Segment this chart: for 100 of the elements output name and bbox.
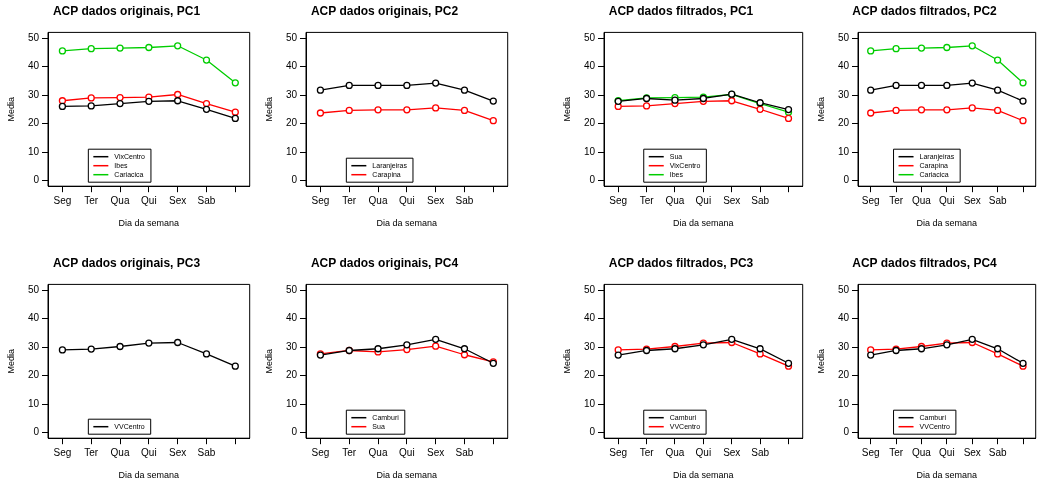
chart-title: ACP dados originais, PC2 <box>310 3 459 18</box>
x-tick-label: Ter <box>84 446 99 458</box>
y-tick-label: 20 <box>583 117 596 129</box>
y-axis-title: Media <box>5 349 16 374</box>
x-tick-label: Sab <box>455 194 474 206</box>
y-tick-label: 30 <box>583 340 596 352</box>
chart-title: ACP dados filtrados, PC4 <box>852 255 998 270</box>
x-tick-label: Seg <box>311 194 330 206</box>
y-axis-title: Media <box>815 349 826 374</box>
x-tick-label: Seg <box>311 446 330 458</box>
x-tick-label: Sab <box>197 446 216 458</box>
x-axis-title: Dia da semana <box>118 470 180 481</box>
y-tick-label: 40 <box>285 312 298 324</box>
x-tick-label: Qua <box>110 446 130 458</box>
y-tick-label: 0 <box>33 174 40 186</box>
chart-title: ACP dados filtrados, PC2 <box>852 3 998 18</box>
y-tick-label: 10 <box>583 145 596 157</box>
y-tick-label: 10 <box>27 397 40 409</box>
y-tick-label: 10 <box>837 145 850 157</box>
x-tick-label: Sex <box>427 194 445 206</box>
y-tick-label: 50 <box>27 31 40 43</box>
x-tick-label: Sab <box>751 446 770 458</box>
y-tick-label: 40 <box>837 60 850 72</box>
y-tick-label: 40 <box>837 312 850 324</box>
y-tick-label: 20 <box>285 369 298 381</box>
y-axis-title: Media <box>561 349 572 374</box>
chart-title: ACP dados originais, PC1 <box>52 3 201 18</box>
x-tick-label: Qua <box>368 194 388 206</box>
x-tick-label: Seg <box>609 446 628 458</box>
y-tick-label: 40 <box>583 312 596 324</box>
y-tick-label: 0 <box>291 426 298 438</box>
x-tick-label: Qui <box>141 194 157 206</box>
x-tick-label: Sab <box>988 446 1007 458</box>
y-tick-label: 10 <box>285 397 298 409</box>
x-tick-label: Seg <box>53 446 72 458</box>
x-axis-title: Dia da semana <box>673 218 734 229</box>
x-tick-label: Qua <box>110 194 130 206</box>
x-axis-title: Dia da semana <box>376 218 438 229</box>
y-tick-label: 30 <box>285 340 298 352</box>
chart-title: ACP dados filtrados, PC3 <box>608 255 754 270</box>
y-tick-label: 0 <box>589 174 596 186</box>
x-tick-label: Seg <box>861 446 880 458</box>
x-tick-label: Ter <box>84 194 99 206</box>
y-tick-label: 50 <box>583 31 596 43</box>
x-axis-title: Dia da semana <box>376 470 438 481</box>
y-tick-label: 50 <box>27 283 40 295</box>
x-tick-label: Sab <box>197 194 216 206</box>
x-tick-label: Qua <box>665 446 685 458</box>
x-tick-label: Qui <box>399 446 415 458</box>
y-tick-label: 30 <box>837 340 850 352</box>
x-tick-label: Seg <box>861 194 880 206</box>
y-tick-label: 40 <box>583 60 596 72</box>
y-tick-label: 0 <box>291 174 298 186</box>
x-tick-label: Qua <box>912 446 932 458</box>
y-tick-label: 50 <box>583 283 596 295</box>
y-tick-label: 20 <box>27 117 40 129</box>
chart-title: ACP dados filtrados, PC1 <box>608 3 754 18</box>
y-tick-label: 0 <box>589 426 596 438</box>
x-tick-label: Qua <box>665 194 685 206</box>
y-tick-label: 50 <box>837 31 850 43</box>
y-tick-label: 30 <box>837 88 850 100</box>
y-tick-label: 50 <box>837 283 850 295</box>
y-tick-label: 10 <box>27 145 40 157</box>
x-tick-label: Qui <box>141 446 157 458</box>
x-tick-label: Sab <box>751 194 770 206</box>
x-axis-title: Dia da semana <box>673 470 734 481</box>
x-tick-label: Sab <box>455 446 474 458</box>
x-tick-label: Ter <box>342 446 357 458</box>
chart-title: ACP dados originais, PC4 <box>310 255 459 270</box>
y-axis-title: Media <box>263 349 274 374</box>
y-tick-label: 30 <box>27 88 40 100</box>
x-tick-label: Sex <box>427 446 445 458</box>
y-tick-label: 40 <box>27 312 40 324</box>
y-axis-title: Media <box>5 97 16 122</box>
y-tick-label: 0 <box>843 174 850 186</box>
x-tick-label: Sex <box>169 446 187 458</box>
y-tick-label: 20 <box>27 369 40 381</box>
x-tick-label: Qui <box>695 194 712 206</box>
x-tick-label: Ter <box>639 194 655 206</box>
y-tick-label: 10 <box>837 397 850 409</box>
x-axis-title: Dia da semana <box>118 218 180 229</box>
x-tick-label: Ter <box>889 446 904 458</box>
y-tick-label: 30 <box>583 88 596 100</box>
y-axis-title: Media <box>263 97 274 122</box>
x-tick-label: Seg <box>53 194 72 206</box>
y-tick-label: 0 <box>33 426 40 438</box>
y-tick-label: 0 <box>843 426 850 438</box>
x-tick-label: Qui <box>399 194 415 206</box>
x-tick-label: Sex <box>169 194 187 206</box>
x-tick-label: Ter <box>639 446 655 458</box>
x-tick-label: Sex <box>963 194 981 206</box>
x-tick-label: Sex <box>723 194 741 206</box>
y-tick-label: 40 <box>27 60 40 72</box>
y-tick-label: 50 <box>285 283 298 295</box>
y-tick-label: 20 <box>837 369 850 381</box>
y-tick-label: 50 <box>285 31 298 43</box>
x-tick-label: Sex <box>963 446 981 458</box>
y-tick-label: 30 <box>285 88 298 100</box>
x-axis-title: Dia da semana <box>916 218 978 229</box>
y-tick-label: 10 <box>285 145 298 157</box>
